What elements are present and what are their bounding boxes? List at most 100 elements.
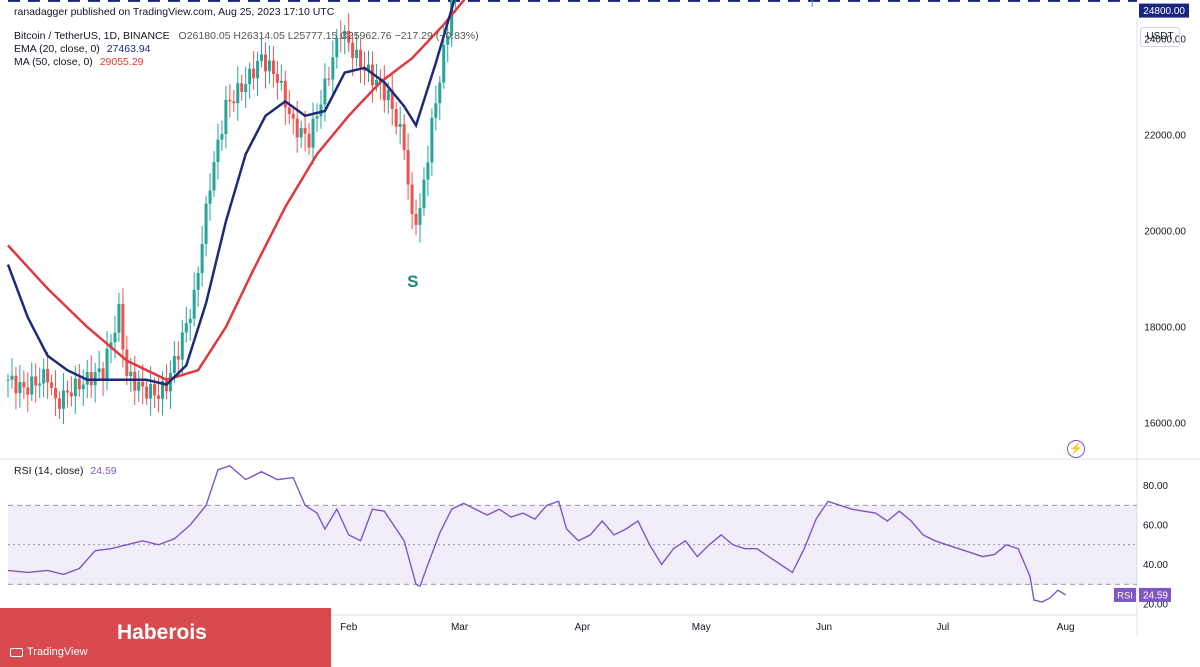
candle-body [57,398,61,409]
candle-body [220,133,224,140]
currency-button[interactable]: USDT [1140,27,1180,47]
rsi-tag-value: 24.59 [1143,590,1168,601]
level-tag-24800: 24800.00 [1139,3,1189,18]
time-tick-label: May [692,622,711,633]
ma50-line [7,0,466,382]
candle-body [418,208,422,225]
time-tick-label: Jul [936,622,949,633]
candle-body [212,161,216,191]
candle-body [287,107,291,114]
candle-body [196,273,200,290]
candle-body [133,371,137,391]
candle-body [26,387,30,395]
candle-body [149,384,153,399]
candle-body [81,384,85,390]
candle-body [236,83,240,104]
candle-body [374,79,378,86]
candle-body [347,30,351,43]
ma-legend-label: MA (50, close, 0) [14,56,93,68]
level-tag-24800-value-bg [1139,3,1189,18]
candle-body [450,0,454,36]
candle-body [275,73,279,83]
candle-body [117,303,121,333]
candle-body [406,149,410,185]
time-tick-label: Jun [816,622,832,633]
rsi-legend-value: 24.59 [90,465,117,477]
time-tick-label: Apr [575,622,591,633]
candle-body [69,392,73,397]
candle-body [414,214,418,225]
candle-body [105,348,109,379]
rsi-band-fill [8,505,1137,585]
rsi-tick-label: 40.00 [1143,560,1168,571]
candle-body [113,332,117,343]
candle-body [22,382,26,388]
candle-body [54,387,58,399]
candle-body [6,379,10,381]
level-tag-24800-value: 24800.00 [1143,6,1185,17]
candle-body [299,128,303,138]
rsi-value-bg [1139,587,1171,602]
candle-body [351,42,355,59]
candle-body [61,390,65,409]
ma-legend-value: 29055.29 [99,56,144,68]
candle-body [65,390,69,393]
candle-body [323,78,327,105]
candle-body [271,60,275,74]
candle-body [366,64,370,71]
candle-body [335,37,339,58]
candle-body [157,395,161,399]
candle-body [141,381,145,387]
rsi-tick-label: 20.00 [1143,600,1168,611]
candle-body [252,68,256,79]
candle-body [145,386,149,399]
symbol-label: Bitcoin / TetherUS, 1D, BINANCE [14,30,170,42]
candle-body [172,356,176,373]
candle-body [263,54,267,72]
candle-body [410,184,414,215]
ma-legend[interactable]: MA (50, close, 0) 29055.29 [14,56,144,68]
rsi-label-bg [1114,587,1136,602]
candle-body [426,162,430,180]
candle-body [85,372,89,385]
candle-body [248,68,252,85]
candle-body [402,123,406,150]
candle-body [398,123,402,127]
ema20-line [6,0,456,386]
candle-body [244,84,248,92]
candle-body [97,368,101,373]
candle-body [386,89,390,101]
tradingview-logo: TradingView [10,646,88,658]
candle-body [10,375,14,380]
candle-body [390,89,394,110]
candle-body [260,54,264,61]
candle-body [137,381,141,391]
candle-body [303,128,307,134]
candle-body [442,44,446,83]
candle-body [46,369,50,383]
candle-body [34,376,38,386]
candle-body [176,356,180,360]
rsi-line [7,465,1067,603]
lightning-icon[interactable]: ⚡ [1067,440,1085,458]
rsi-tag-label: RSI [1117,590,1133,601]
candle-body [446,35,450,45]
candle-body [232,101,236,104]
ema-legend[interactable]: EMA (20, close, 0) 27463.94 [14,43,151,55]
candle-body [188,318,192,324]
candle-body [192,289,196,319]
candle-body [267,60,271,72]
candle-body [355,49,359,59]
ema-legend-label: EMA (20, close, 0) [14,43,100,55]
ema-legend-value: 27463.94 [106,43,151,55]
candle-body [101,368,105,379]
candle-body [30,376,34,395]
candle-body [129,371,133,376]
candle-body [14,375,18,394]
watermark-brand: Haberois [117,621,207,644]
candle-body [311,118,315,148]
candle-body [382,82,386,101]
candle-body [125,349,129,376]
rsi-legend[interactable]: RSI (14, close) 24.59 [14,465,117,477]
